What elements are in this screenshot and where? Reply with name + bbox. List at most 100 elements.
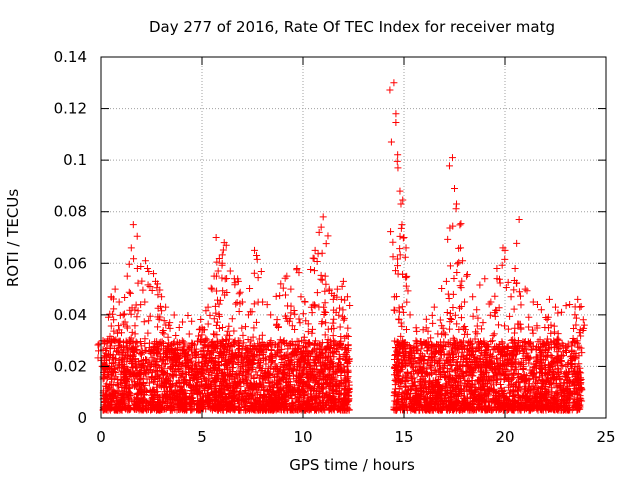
data-point <box>314 368 322 376</box>
data-point <box>125 288 133 296</box>
data-point <box>220 383 228 391</box>
data-point <box>107 391 115 399</box>
data-point <box>321 406 329 414</box>
data-point <box>200 363 208 371</box>
data-point <box>264 387 272 395</box>
data-point <box>201 384 209 392</box>
data-point <box>204 384 212 392</box>
data-point <box>243 351 251 359</box>
data-point <box>455 304 463 312</box>
data-point <box>207 403 215 411</box>
data-point <box>332 368 340 376</box>
data-point <box>207 364 215 372</box>
data-point <box>235 389 243 397</box>
data-point <box>241 398 249 406</box>
data-point <box>278 370 286 378</box>
data-point <box>276 336 284 344</box>
data-point <box>184 342 192 350</box>
data-point <box>162 376 170 384</box>
data-point <box>256 394 264 402</box>
data-point <box>222 394 230 402</box>
data-point <box>233 384 241 392</box>
data-point <box>277 353 285 361</box>
data-point <box>301 391 309 399</box>
data-point <box>118 349 126 357</box>
data-point <box>247 385 255 393</box>
data-point <box>179 318 187 326</box>
data-point <box>178 346 186 354</box>
data-point <box>226 358 234 366</box>
data-point <box>341 382 349 390</box>
data-point <box>229 364 237 372</box>
data-point <box>326 382 334 390</box>
data-point <box>282 361 290 369</box>
data-point <box>313 387 321 395</box>
data-point <box>479 319 487 327</box>
data-point <box>265 398 273 406</box>
data-point <box>155 339 163 347</box>
data-point <box>207 390 215 398</box>
data-point <box>113 399 121 407</box>
data-point <box>332 399 340 407</box>
data-point <box>265 382 273 390</box>
data-point <box>312 362 320 370</box>
data-point <box>132 381 140 389</box>
data-point <box>161 360 169 368</box>
data-point <box>258 375 266 383</box>
data-point <box>260 401 268 409</box>
data-point <box>496 380 504 388</box>
data-point <box>311 378 319 386</box>
data-point <box>478 325 486 333</box>
data-point <box>206 383 214 391</box>
data-point <box>297 348 305 356</box>
data-point <box>167 388 175 396</box>
data-point <box>326 343 334 351</box>
data-point <box>237 396 245 404</box>
data-point <box>132 372 140 380</box>
data-point <box>206 394 214 402</box>
data-point <box>176 387 184 395</box>
data-point <box>133 401 141 409</box>
data-point <box>294 345 302 353</box>
data-point <box>306 401 314 409</box>
data-point <box>220 343 228 351</box>
data-point <box>231 337 239 345</box>
data-point <box>178 369 186 377</box>
data-point <box>153 398 161 406</box>
data-point <box>244 379 252 387</box>
data-point <box>340 405 348 413</box>
data-point <box>333 378 341 386</box>
data-point <box>288 400 296 408</box>
data-point <box>244 335 252 343</box>
data-points <box>94 79 588 414</box>
data-point <box>220 376 228 384</box>
data-point <box>262 360 270 368</box>
data-point <box>185 345 193 353</box>
data-point <box>214 338 222 346</box>
data-point <box>285 357 293 365</box>
data-point <box>267 337 275 345</box>
data-point <box>249 364 257 372</box>
data-point <box>141 335 149 343</box>
data-point <box>256 403 264 411</box>
data-point <box>244 381 252 389</box>
data-point <box>180 388 188 396</box>
data-point <box>336 365 344 373</box>
data-point <box>198 381 206 389</box>
data-point <box>139 398 147 406</box>
data-point <box>209 341 217 349</box>
data-point <box>146 312 154 320</box>
data-point <box>336 397 344 405</box>
data-point <box>125 395 133 403</box>
data-point <box>166 406 174 414</box>
data-point <box>197 316 205 324</box>
data-point <box>229 398 237 406</box>
data-point <box>274 394 282 402</box>
data-point <box>132 394 140 402</box>
data-point <box>328 386 336 394</box>
data-point <box>248 404 256 412</box>
data-point <box>147 397 155 405</box>
data-point <box>181 376 189 384</box>
data-point <box>144 368 152 376</box>
data-point <box>280 390 288 398</box>
